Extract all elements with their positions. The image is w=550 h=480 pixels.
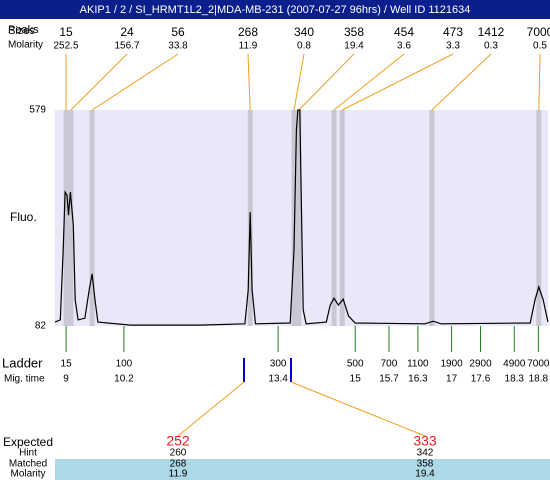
row-label: Hint: [19, 448, 37, 459]
peak-connector: [247, 53, 251, 111]
peak-molarity: 11.9: [239, 41, 258, 52]
row-label: Matched: [9, 459, 47, 470]
peak-connector: [298, 53, 355, 111]
peak-band: [68, 110, 74, 326]
y-axis-label: Fluo.: [10, 210, 37, 224]
ladder-time: 16.3: [408, 374, 428, 385]
peak-size: 1412: [478, 25, 505, 39]
peak-molarity: 0.8: [297, 41, 311, 52]
y-tick-label: 82: [35, 321, 47, 332]
peak-band: [339, 110, 345, 326]
peak-size: 24: [120, 25, 134, 39]
peak-connector: [293, 53, 305, 111]
molarity-value: 11.9: [169, 469, 188, 480]
sizes-label: Sizes: [8, 25, 35, 37]
peak-band: [89, 110, 95, 326]
molarity-value: 19.4: [415, 469, 435, 480]
peak-band: [536, 110, 542, 326]
peak-band: [331, 110, 337, 326]
ladder-size: 2900: [469, 359, 492, 370]
expected-label: Expected: [3, 435, 53, 449]
peak-band: [63, 110, 69, 326]
peak-size: 7000: [527, 25, 550, 39]
hint-value: 342: [417, 448, 434, 459]
peak-molarity: 33.8: [168, 41, 188, 52]
peak-molarity: 3.3: [446, 41, 460, 52]
ladder-time: 18.3: [505, 374, 525, 385]
peak-molarity: 19.4: [344, 41, 364, 52]
peaks-label: Peaks: [8, 24, 39, 36]
ladder-label: Ladder: [2, 355, 43, 370]
ladder-size: 100: [116, 359, 133, 370]
peak-size: 358: [344, 25, 364, 39]
ladder-size: 4900: [503, 359, 526, 370]
ladder-size: 500: [347, 359, 364, 370]
peak-size: 15: [59, 25, 73, 39]
mig-time-label: Mig. time: [4, 374, 45, 385]
ladder-size: 7000: [527, 359, 550, 370]
matched-value: 268: [170, 459, 187, 470]
peak-molarity: 156.7: [114, 41, 139, 52]
ladder-size: 15: [61, 359, 73, 370]
ladder-time: 18.8: [529, 374, 549, 385]
peak-size: 268: [238, 25, 258, 39]
peak-size: 473: [443, 25, 463, 39]
peak-molarity: 0.5: [533, 41, 547, 52]
y-tick-label: 579: [29, 105, 46, 116]
ladder-time: 15.7: [379, 374, 399, 385]
ladder-time: 17: [446, 374, 458, 385]
peak-connector: [333, 53, 405, 111]
connector: [177, 381, 245, 437]
expected-value: 333: [413, 433, 437, 449]
trace: [54, 109, 549, 326]
peak-molarity: 0.3: [484, 41, 498, 52]
ladder-size: 1100: [407, 359, 429, 370]
chart-title: AKIP1 / 2 / SI_HRMT1L2_2|MDA-MB-231 (200…: [80, 4, 471, 16]
ladder-time: 13.4: [268, 374, 288, 385]
peak-band: [296, 110, 302, 326]
peak-connector: [431, 53, 492, 111]
peak-band: [291, 110, 297, 326]
ladder-size: 700: [381, 359, 398, 370]
ladder-time: 17.6: [471, 374, 491, 385]
ladder-time: 15: [350, 374, 362, 385]
peak-size: 56: [171, 25, 185, 39]
hint-value: 260: [170, 448, 187, 459]
table-highlight: [55, 459, 550, 480]
peak-size: 454: [394, 25, 414, 39]
ladder-size: 1900: [440, 359, 463, 370]
ladder-time: 9: [63, 374, 69, 385]
peak-molarity: 3.6: [397, 41, 411, 52]
ladder-size: 300: [270, 359, 287, 370]
row-label: Molarity: [10, 469, 45, 480]
peak-connector: [538, 53, 541, 111]
expected-value: 252: [166, 433, 190, 449]
molarity-label: Molarity: [8, 40, 43, 51]
title-bar: [0, 0, 550, 19]
peak-connector: [91, 53, 179, 111]
peak-size: 340: [294, 25, 314, 39]
peak-connector: [341, 53, 454, 111]
peak-band: [429, 110, 435, 326]
ladder-time: 10.2: [114, 374, 134, 385]
connector: [290, 381, 426, 437]
matched-value: 358: [417, 459, 434, 470]
peak-connector: [70, 53, 128, 111]
peak-molarity: 252.5: [53, 41, 78, 52]
